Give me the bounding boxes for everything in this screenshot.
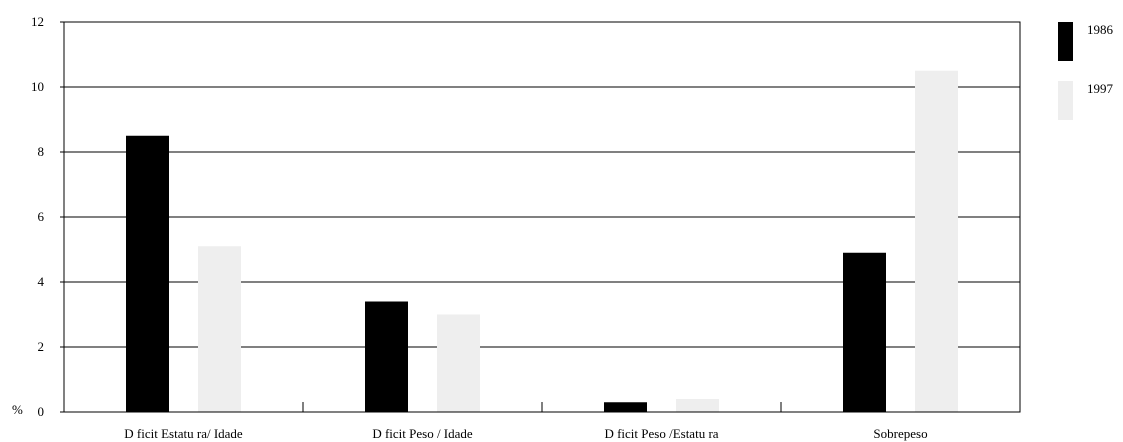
y-tick-label-10: 10 [31,79,44,94]
y-tick-label-4: 4 [38,274,45,289]
x-tick-label-d-ficit-estatu-ra-idade: D ficit Estatu ra/ Idade [124,426,243,441]
legend-label-1997: 1997 [1087,81,1114,96]
x-tick-label-d-ficit-peso-estatu-ra: D ficit Peso /Estatu ra [604,426,718,441]
legend-label-1986: 1986 [1087,22,1114,37]
bar-1986-d-ficit-peso-idade [365,301,408,412]
bars [126,70,958,412]
y-tick-label-6: 6 [38,209,45,224]
bar-1986-d-ficit-estatu-ra-idade [126,135,169,412]
x-tick-label-d-ficit-peso-idade: D ficit Peso / Idade [372,426,473,441]
bar-1997-d-ficit-estatu-ra-idade [198,246,241,412]
legend-swatch-1997 [1058,81,1073,120]
axes: 0 2 4 6 8 10 12 D ficit Estatu ra/ Idade D ficit… [31,14,1021,441]
bar-1986-sobrepeso [843,252,886,412]
y-tick-label-0: 0 [38,404,45,419]
y-tick-label-12: 12 [31,14,44,29]
y-axis-label: % [12,402,23,417]
legend-swatch-1986 [1058,22,1073,61]
y-tick-label-8: 8 [38,144,45,159]
bar-1997-sobrepeso [915,70,958,412]
legend: 1986 1997 [1058,22,1114,120]
bar-1997-d-ficit-peso-idade [437,314,480,412]
bar-1997-d-ficit-peso-estatu-ra [676,399,719,412]
y-tick-label-2: 2 [38,339,45,354]
x-tick-label-sobrepeso: Sobrepeso [873,426,927,441]
bar-1986-d-ficit-peso-estatu-ra [604,402,647,412]
